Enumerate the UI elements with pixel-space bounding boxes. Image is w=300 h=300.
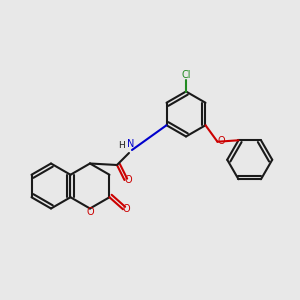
Text: O: O (124, 175, 132, 185)
Text: Cl: Cl (181, 70, 191, 80)
Text: H: H (118, 141, 125, 150)
Text: N: N (127, 139, 134, 149)
Text: O: O (123, 204, 130, 214)
Text: O: O (217, 136, 225, 146)
Text: O: O (86, 207, 94, 217)
